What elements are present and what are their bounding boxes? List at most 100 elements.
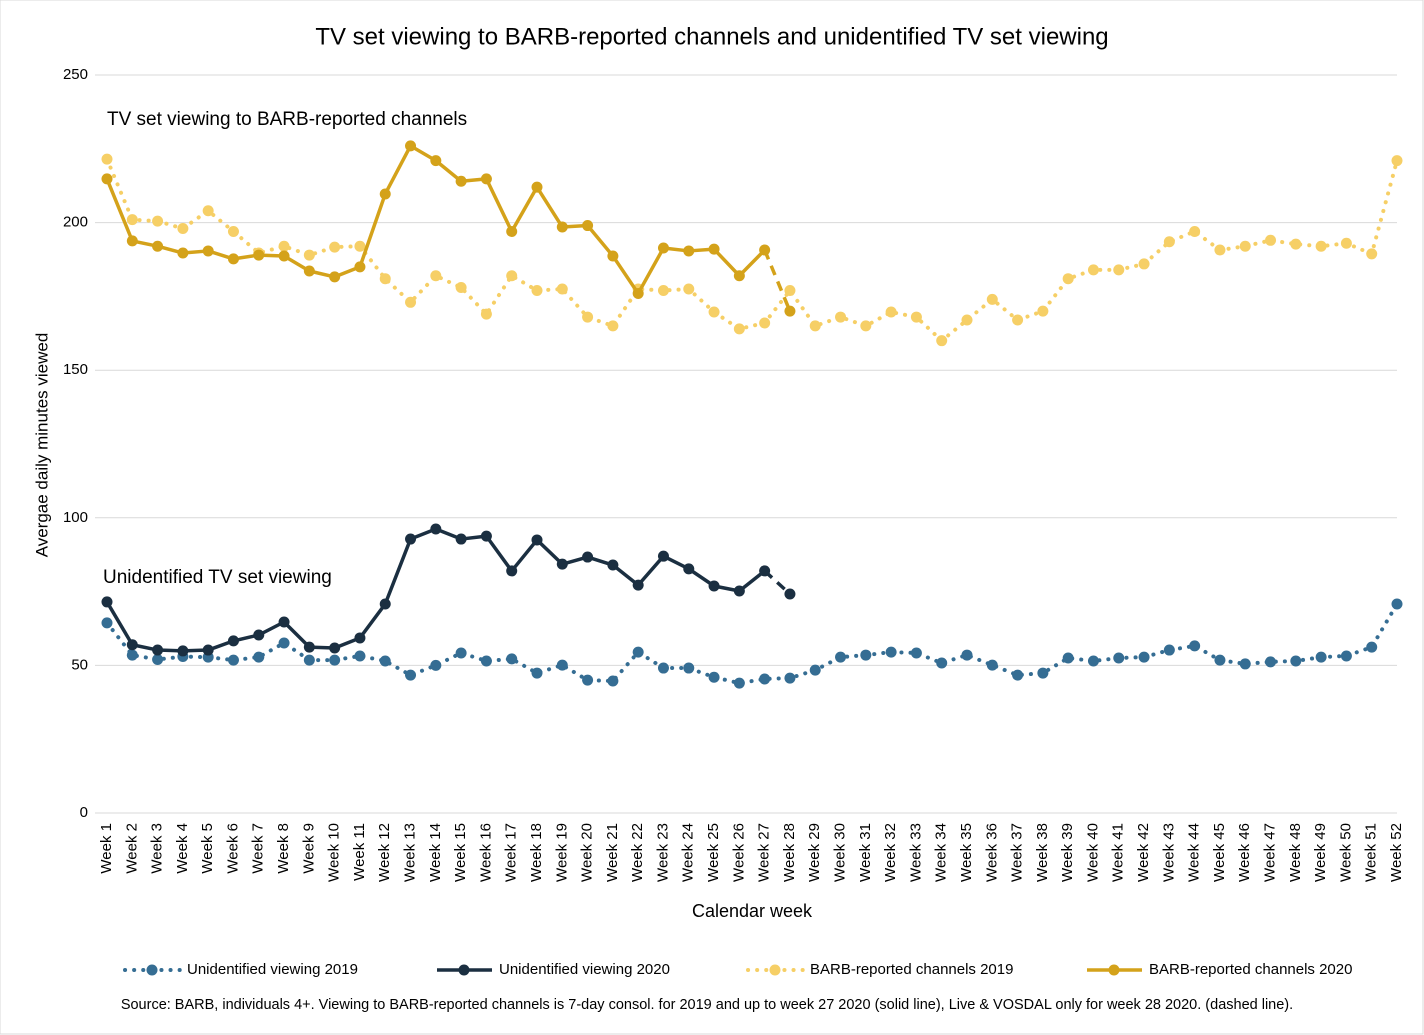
point xyxy=(455,282,467,294)
point xyxy=(480,655,492,667)
point xyxy=(632,287,644,299)
point xyxy=(1340,650,1352,662)
point xyxy=(733,585,745,597)
x-tick-label: Week 8 xyxy=(275,823,292,874)
point xyxy=(582,551,594,563)
point xyxy=(227,225,239,237)
x-axis-title: Calendar week xyxy=(692,901,813,921)
point xyxy=(759,317,771,329)
point xyxy=(152,215,164,227)
point xyxy=(379,655,391,667)
point xyxy=(683,283,695,295)
point xyxy=(126,214,138,226)
x-tick-label: Week 21 xyxy=(604,823,621,882)
point xyxy=(657,242,669,254)
point xyxy=(430,659,442,671)
series-line xyxy=(105,601,1399,686)
x-tick-label: Week 28 xyxy=(781,823,798,882)
point xyxy=(1138,651,1150,663)
point xyxy=(759,565,771,577)
point xyxy=(101,617,113,629)
x-tick-label: Week 6 xyxy=(224,823,241,874)
x-tick-label: Week 17 xyxy=(503,823,520,882)
point xyxy=(1290,655,1302,667)
point xyxy=(177,247,189,259)
series-line-dashed xyxy=(763,569,792,596)
point xyxy=(784,672,796,684)
point xyxy=(506,565,518,577)
series-line-dashed xyxy=(763,249,792,312)
point xyxy=(329,642,341,654)
x-tick-label: Week 4 xyxy=(174,823,191,874)
point xyxy=(556,221,568,233)
point xyxy=(556,283,568,295)
point xyxy=(480,173,492,185)
point xyxy=(683,662,695,674)
point xyxy=(177,645,189,657)
point xyxy=(733,323,745,335)
x-tick-label: Week 44 xyxy=(1186,823,1203,882)
series-line xyxy=(105,157,1399,344)
legend-label: BARB-reported channels 2019 xyxy=(810,961,1013,978)
point xyxy=(936,335,948,347)
x-tick-label: Week 9 xyxy=(300,823,317,874)
x-tick-label: Week 50 xyxy=(1337,823,1354,882)
point xyxy=(657,662,669,674)
point xyxy=(1113,264,1125,276)
point xyxy=(556,558,568,570)
x-tick-label: Week 15 xyxy=(452,823,469,882)
legend-marker xyxy=(1108,964,1120,976)
point xyxy=(1366,248,1378,260)
annotation: TV set viewing to BARB-reported channels xyxy=(107,109,467,130)
point xyxy=(708,243,720,255)
point xyxy=(152,653,164,665)
point xyxy=(1037,667,1049,679)
x-tick-label: Week 26 xyxy=(730,823,747,882)
point xyxy=(1214,654,1226,666)
point xyxy=(506,225,518,237)
point xyxy=(303,265,315,277)
point xyxy=(177,223,189,235)
point xyxy=(531,284,543,296)
point xyxy=(202,644,214,656)
point xyxy=(126,639,138,651)
x-tick-label: Week 11 xyxy=(351,823,368,881)
point xyxy=(531,181,543,193)
point xyxy=(227,635,239,647)
point xyxy=(936,657,948,669)
legend-marker xyxy=(769,964,781,976)
point xyxy=(1138,258,1150,270)
point xyxy=(607,675,619,687)
point xyxy=(1340,237,1352,249)
point xyxy=(1239,658,1251,670)
point xyxy=(227,654,239,666)
x-tick-label: Week 38 xyxy=(1034,823,1051,882)
point xyxy=(152,644,164,656)
point xyxy=(860,649,872,661)
point xyxy=(1214,244,1226,256)
point xyxy=(759,244,771,256)
point xyxy=(1163,644,1175,656)
annotation: Unidentified TV set viewing xyxy=(103,567,332,588)
point xyxy=(354,650,366,662)
x-tick-label: Week 18 xyxy=(528,823,545,882)
point xyxy=(531,534,543,546)
point xyxy=(607,250,619,262)
x-tick-label: Week 13 xyxy=(401,823,418,882)
point xyxy=(885,646,897,658)
x-tick-label: Week 36 xyxy=(983,823,1000,882)
point xyxy=(202,205,214,217)
x-tick-label: Week 10 xyxy=(326,823,343,882)
legend-label: Unidentified viewing 2019 xyxy=(187,961,358,978)
point xyxy=(278,240,290,252)
x-tick-label: Week 29 xyxy=(806,823,823,882)
legend-label: Unidentified viewing 2020 xyxy=(499,961,670,978)
x-tick-label: Week 43 xyxy=(1160,823,1177,882)
x-tick-label: Week 27 xyxy=(756,823,773,882)
x-tick-label: Week 51 xyxy=(1363,823,1380,882)
x-tick-label: Week 20 xyxy=(579,823,596,882)
point xyxy=(253,651,265,663)
point xyxy=(683,563,695,575)
point xyxy=(455,647,467,659)
